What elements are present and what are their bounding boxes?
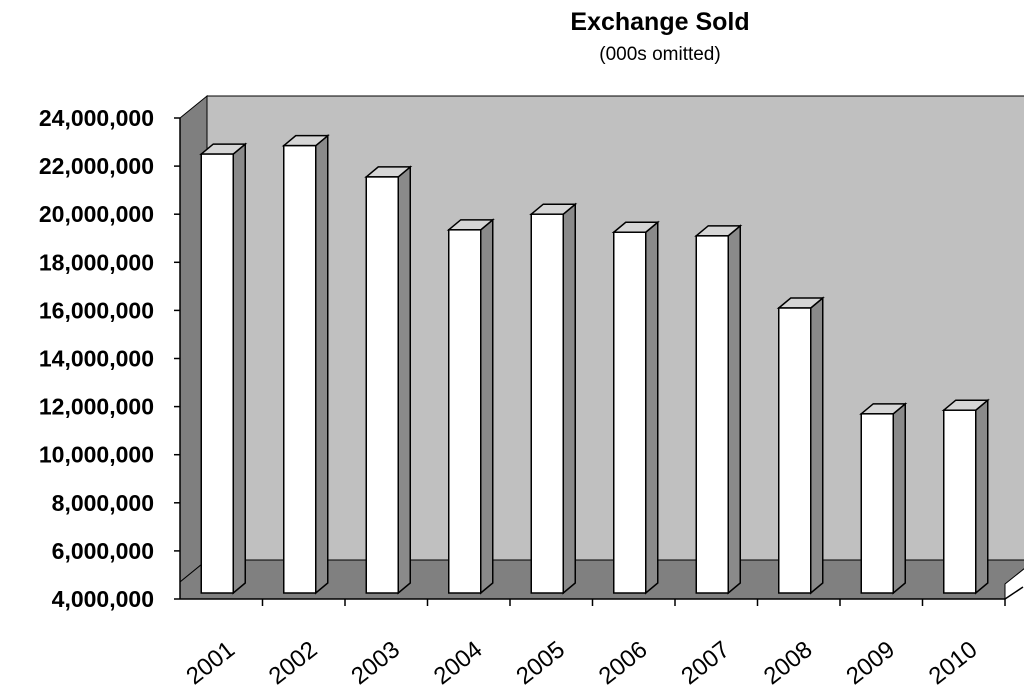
y-tick-label: 4,000,000 [52, 586, 154, 612]
bar [530, 213, 564, 594]
x-axis-edge [1004, 586, 1024, 600]
y-tick-label: 16,000,000 [39, 297, 154, 323]
bar-side [645, 220, 659, 595]
bar-side [810, 296, 824, 595]
y-tick-label: 8,000,000 [52, 490, 154, 516]
x-tick-label: 2009 [841, 636, 900, 686]
y-tick-label: 6,000,000 [52, 538, 154, 564]
x-tick-label: 2003 [346, 636, 405, 686]
bar [695, 235, 729, 594]
y-tick-label: 18,000,000 [39, 249, 154, 275]
y-tick-label: 20,000,000 [39, 201, 154, 227]
bar [283, 144, 317, 594]
bar [365, 176, 399, 594]
bar [613, 231, 647, 594]
bar [860, 413, 894, 594]
x-tick-label: 2010 [924, 636, 983, 686]
y-tick-label: 12,000,000 [39, 394, 154, 420]
bar-side [315, 134, 329, 595]
x-tick-label: 2004 [429, 636, 488, 686]
x-tick-label: 2006 [594, 636, 653, 686]
bar-side [397, 165, 411, 595]
bar [448, 229, 482, 594]
x-tick-label: 2002 [264, 636, 323, 686]
bar-side [480, 218, 494, 595]
y-tick-label: 24,000,000 [39, 105, 154, 131]
bar-side [727, 224, 741, 595]
bar [943, 409, 977, 594]
y-tick-label: 10,000,000 [39, 442, 154, 468]
bar-side [892, 402, 906, 595]
bar-side [975, 398, 989, 595]
x-tick-label: 2001 [181, 636, 240, 686]
chart-title: Exchange Sold [570, 8, 750, 36]
bar-side [562, 202, 576, 595]
bar [200, 153, 234, 594]
x-tick-label: 2007 [676, 636, 735, 686]
chart-subtitle: (000s omitted) [599, 44, 721, 65]
bar [778, 307, 812, 594]
y-tick-label: 14,000,000 [39, 346, 154, 372]
x-tick-label: 2008 [759, 636, 818, 686]
y-tick-label: 22,000,000 [39, 153, 154, 179]
bar-side [232, 142, 246, 595]
x-tick-label: 2005 [511, 636, 570, 686]
